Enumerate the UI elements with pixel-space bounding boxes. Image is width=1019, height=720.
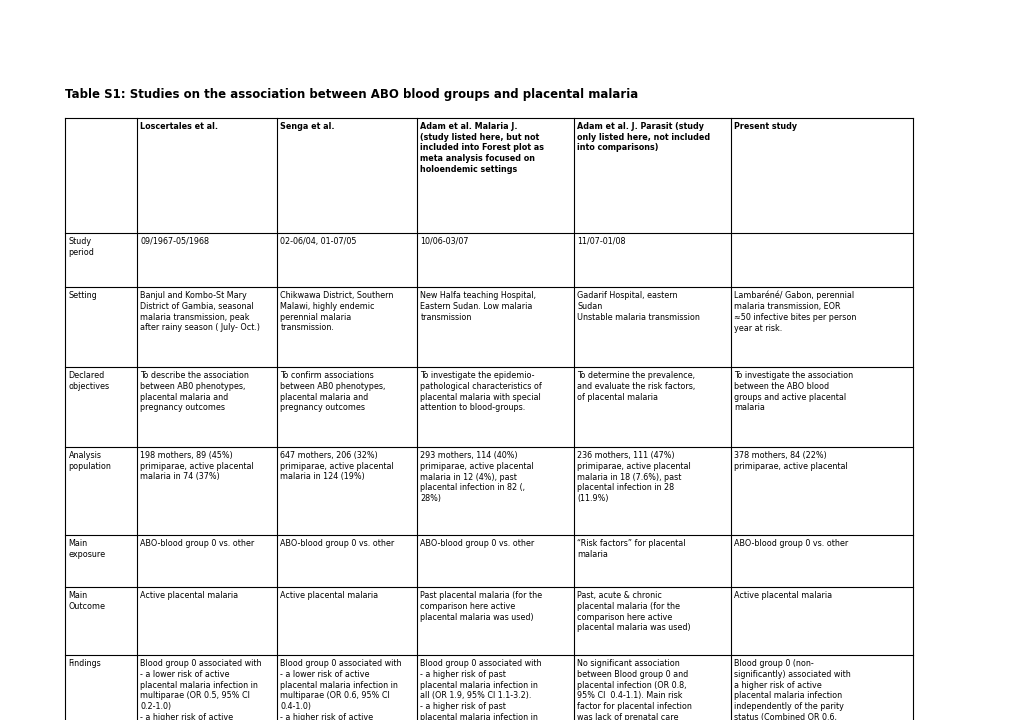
Text: 198 mothers, 89 (45%)
primiparae, active placental
malaria in 74 (37%): 198 mothers, 89 (45%) primiparae, active…	[141, 451, 254, 482]
Text: No significant association
between Blood group 0 and
placental infection (OR 0.8: No significant association between Blood…	[577, 659, 692, 720]
Text: Senga et al.: Senga et al.	[280, 122, 334, 131]
Text: 11/07-01/08: 11/07-01/08	[577, 237, 626, 246]
Text: Study
period: Study period	[68, 237, 95, 257]
Text: Active placental malaria: Active placental malaria	[734, 591, 832, 600]
Text: Loscertales et al.: Loscertales et al.	[141, 122, 218, 131]
Text: To investigate the epidemio-
pathological characteristics of
placental malaria w: To investigate the epidemio- pathologica…	[420, 371, 542, 413]
Text: Chikwawa District, Southern
Malawi, highly endemic
perennial malaria
transmissio: Chikwawa District, Southern Malawi, high…	[280, 291, 393, 332]
Text: 02-06/04, 01-07/05: 02-06/04, 01-07/05	[280, 237, 357, 246]
Text: To confirm associations
between AB0 phenotypes,
placental malaria and
pregnancy : To confirm associations between AB0 phen…	[280, 371, 385, 413]
Text: Setting: Setting	[68, 291, 97, 300]
Text: Main
exposure: Main exposure	[68, 539, 106, 559]
Text: Blood group 0 associated with
- a lower risk of active
placental malaria infecti: Blood group 0 associated with - a lower …	[280, 659, 401, 720]
Text: 236 mothers, 111 (47%)
primiparae, active placental
malaria in 18 (7.6%), past
p: 236 mothers, 111 (47%) primiparae, activ…	[577, 451, 691, 503]
Text: ABO-blood group 0 vs. other: ABO-blood group 0 vs. other	[734, 539, 848, 548]
Text: Findings: Findings	[68, 659, 101, 668]
Text: Adam et al. Malaria J.
(study listed here, but not
included into Forest plot as
: Adam et al. Malaria J. (study listed her…	[420, 122, 544, 174]
Text: Past, acute & chronic
placental malaria (for the
comparison here active
placenta: Past, acute & chronic placental malaria …	[577, 591, 691, 632]
Text: Blood group 0 associated with
- a higher risk of past
placental malaria infectio: Blood group 0 associated with - a higher…	[420, 659, 541, 720]
Text: To describe the association
between AB0 phenotypes,
placental malaria and
pregna: To describe the association between AB0 …	[141, 371, 249, 413]
Text: 647 mothers, 206 (32%)
primiparae, active placental
malaria in 124 (19%): 647 mothers, 206 (32%) primiparae, activ…	[280, 451, 394, 482]
Text: ABO-blood group 0 vs. other: ABO-blood group 0 vs. other	[141, 539, 255, 548]
Text: Declared
objectives: Declared objectives	[68, 371, 109, 391]
Text: Blood group 0 associated with
- a lower risk of active
placental malaria infecti: Blood group 0 associated with - a lower …	[141, 659, 262, 720]
Text: To determine the prevalence,
and evaluate the risk factors,
of placental malaria: To determine the prevalence, and evaluat…	[577, 371, 695, 402]
Text: Gadarif Hospital, eastern
Sudan
Unstable malaria transmission: Gadarif Hospital, eastern Sudan Unstable…	[577, 291, 700, 322]
Text: “Risk factors” for placental
malaria: “Risk factors” for placental malaria	[577, 539, 686, 559]
Text: Past placental malaria (for the
comparison here active
placental malaria was use: Past placental malaria (for the comparis…	[420, 591, 542, 621]
Text: To investigate the association
between the ABO blood
groups and active placental: To investigate the association between t…	[734, 371, 853, 413]
Text: 378 mothers, 84 (22%)
primiparae, active placental: 378 mothers, 84 (22%) primiparae, active…	[734, 451, 848, 471]
Text: 293 mothers, 114 (40%)
primiparae, active placental
malaria in 12 (4%), past
pla: 293 mothers, 114 (40%) primiparae, activ…	[420, 451, 534, 503]
Text: Blood group 0 (non-
significantly) associated with
a higher risk of active
place: Blood group 0 (non- significantly) assoc…	[734, 659, 851, 720]
Text: Lambaréné/ Gabon, perennial
malaria transmission, EOR
≈50 infective bites per pe: Lambaréné/ Gabon, perennial malaria tran…	[734, 291, 856, 333]
Text: ABO-blood group 0 vs. other: ABO-blood group 0 vs. other	[420, 539, 534, 548]
Text: Active placental malaria: Active placental malaria	[280, 591, 378, 600]
Text: Present study: Present study	[734, 122, 797, 131]
Text: 09/1967-05/1968: 09/1967-05/1968	[141, 237, 209, 246]
Text: Adam et al. J. Parasit (study
only listed here, not included
into comparisons): Adam et al. J. Parasit (study only liste…	[577, 122, 710, 153]
Text: Banjul and Kombo-St Mary
District of Gambia, seasonal
malaria transmission, peak: Banjul and Kombo-St Mary District of Gam…	[141, 291, 260, 332]
Text: New Halfa teaching Hospital,
Eastern Sudan. Low malaria
transmission: New Halfa teaching Hospital, Eastern Sud…	[420, 291, 536, 322]
Text: ABO-blood group 0 vs. other: ABO-blood group 0 vs. other	[280, 539, 394, 548]
Text: Main
Outcome: Main Outcome	[68, 591, 105, 611]
Text: Table S1: Studies on the association between ABO blood groups and placental mala: Table S1: Studies on the association bet…	[65, 88, 638, 101]
Text: Active placental malaria: Active placental malaria	[141, 591, 238, 600]
Text: 10/06-03/07: 10/06-03/07	[420, 237, 469, 246]
Text: Analysis
population: Analysis population	[68, 451, 111, 471]
